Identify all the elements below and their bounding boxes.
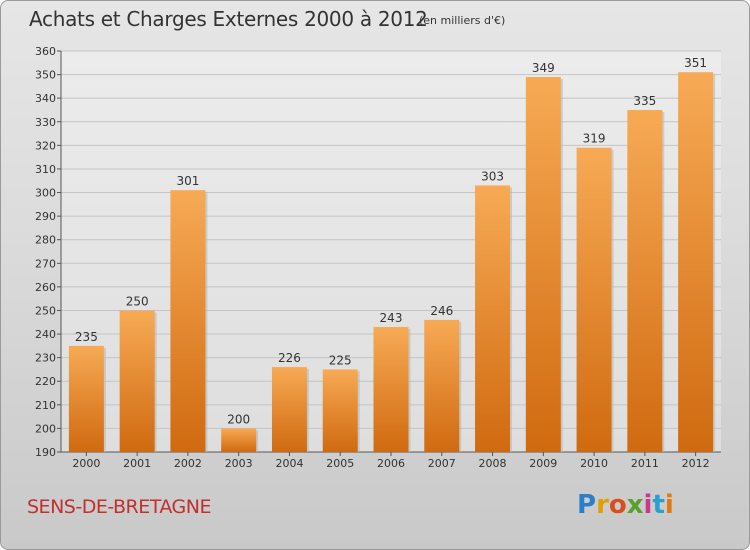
- x-tick-label: 2005: [326, 457, 354, 470]
- chart-unit: (en milliers d'€): [419, 14, 506, 27]
- x-tick-label: 2012: [682, 457, 710, 470]
- data-label: 246: [430, 304, 453, 318]
- x-tick-label: 2000: [72, 457, 100, 470]
- x-tick-label: 2002: [174, 457, 202, 470]
- x-tick-label: 2008: [479, 457, 507, 470]
- y-tick-label: 200: [35, 422, 56, 435]
- data-label: 351: [684, 56, 707, 70]
- bar: [424, 319, 460, 452]
- bar: [678, 72, 714, 453]
- bar: [576, 147, 612, 452]
- x-tick-label: 2003: [225, 457, 253, 470]
- y-tick-label: 300: [35, 187, 56, 200]
- data-label: 226: [278, 351, 301, 365]
- data-label: 235: [75, 330, 98, 344]
- x-tick-label: 2001: [123, 457, 151, 470]
- y-tick-label: 270: [35, 257, 56, 270]
- bar: [373, 326, 409, 452]
- bar: [68, 345, 104, 452]
- x-tick-label: 2004: [275, 457, 303, 470]
- data-label: 200: [227, 412, 250, 426]
- proxiti-logo: Proxiti: [577, 490, 674, 520]
- y-tick-label: 280: [35, 234, 56, 247]
- commune-name: SENS-DE-BRETAGNE: [27, 496, 212, 518]
- data-label: 303: [481, 169, 504, 183]
- y-tick-label: 360: [35, 45, 56, 58]
- data-label: 335: [633, 94, 656, 108]
- y-tick-label: 210: [35, 399, 56, 412]
- x-tick-label: 2011: [631, 457, 659, 470]
- y-tick-label: 290: [35, 210, 56, 223]
- x-tick-label: 2006: [377, 457, 405, 470]
- y-tick-label: 330: [35, 116, 56, 129]
- y-tick-label: 310: [35, 163, 56, 176]
- data-label: 301: [176, 174, 199, 188]
- data-label: 225: [329, 353, 352, 367]
- y-tick-label: 240: [35, 328, 56, 341]
- chart-title: Achats et Charges Externes 2000 à 2012: [29, 7, 428, 31]
- bar: [525, 76, 561, 453]
- y-tick-label: 230: [35, 352, 56, 365]
- data-label: 250: [126, 294, 149, 308]
- x-tick-label: 2007: [428, 457, 456, 470]
- bar: [322, 369, 358, 452]
- bar: [170, 190, 206, 452]
- y-tick-label: 260: [35, 281, 56, 294]
- y-tick-label: 250: [35, 304, 56, 317]
- y-tick-label: 340: [35, 92, 56, 105]
- bar: [475, 185, 511, 452]
- data-label: 243: [380, 311, 403, 325]
- bar: [221, 428, 257, 452]
- y-tick-label: 190: [35, 446, 56, 459]
- y-tick-label: 220: [35, 375, 56, 388]
- x-tick-label: 2010: [580, 457, 608, 470]
- x-tick-label: 2009: [529, 457, 557, 470]
- bar: [119, 310, 155, 452]
- bar: [627, 109, 663, 453]
- data-label: 349: [532, 61, 555, 75]
- y-tick-label: 320: [35, 139, 56, 152]
- data-label: 319: [583, 132, 606, 146]
- y-tick-label: 350: [35, 69, 56, 82]
- bar: [271, 367, 307, 452]
